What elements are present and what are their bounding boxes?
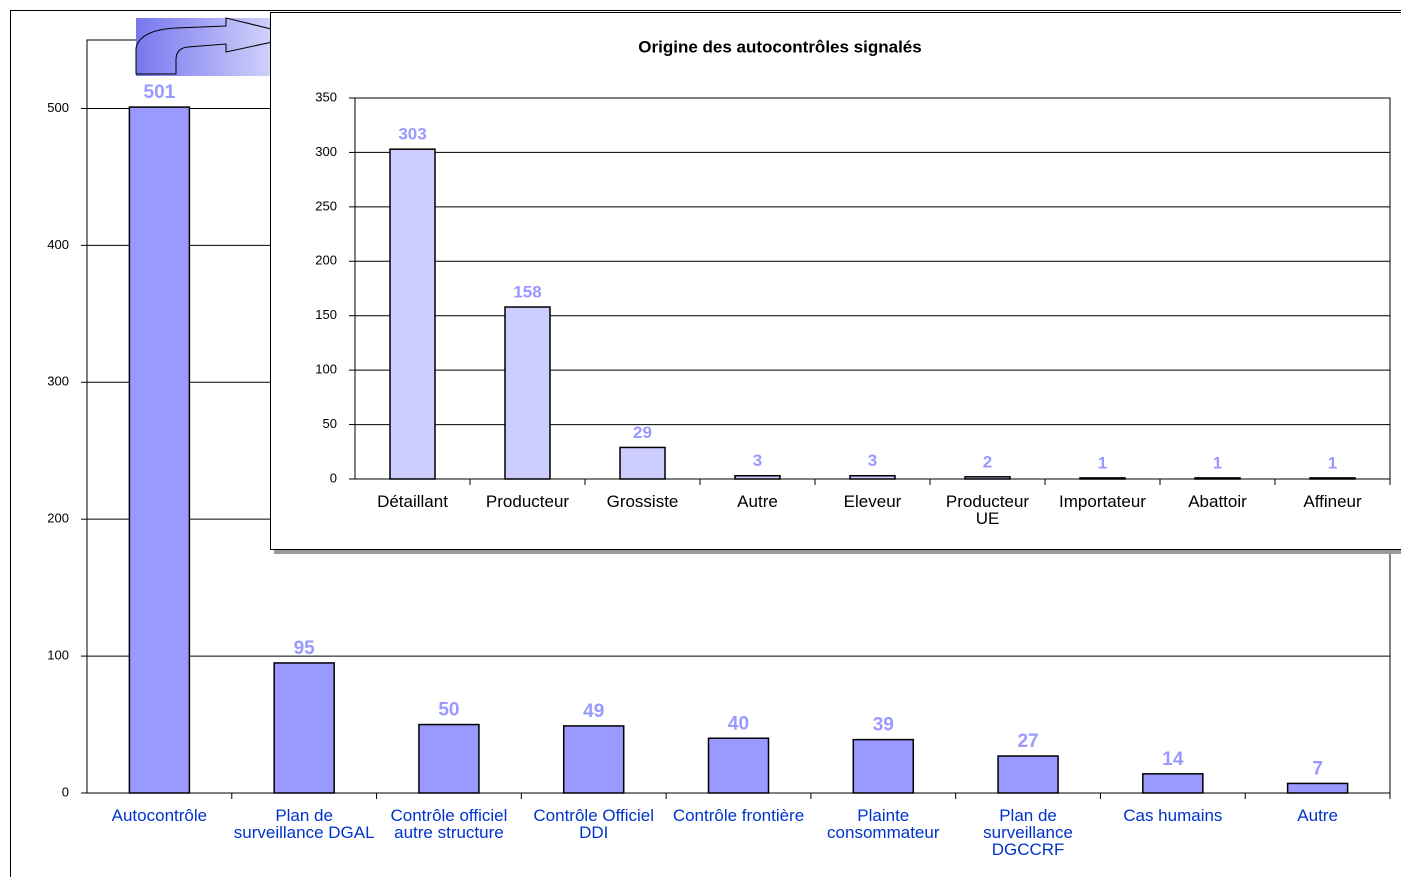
data-label: 40 (728, 713, 749, 734)
x-tick-label: Détaillant (377, 492, 448, 511)
x-tick-label: Contrôle frontière (672, 806, 805, 825)
bar (1142, 773, 1204, 794)
x-tick-label: Abattoir (1188, 492, 1247, 511)
bar (1309, 477, 1356, 480)
y-tick-label: 250 (315, 198, 337, 213)
data-label: 1 (1098, 453, 1107, 472)
y-tick-label: 50 (323, 416, 337, 431)
y-tick-label: 0 (330, 470, 337, 485)
data-label: 14 (1162, 749, 1184, 770)
y-tick-label: 150 (315, 307, 337, 322)
y-tick-label: 300 (47, 374, 69, 389)
data-label: 158 (513, 282, 541, 301)
x-tick-label: Plan de surveillance DGCCRF (983, 806, 1073, 859)
x-tick-label: Producteur (485, 492, 570, 511)
data-label: 3 (753, 451, 762, 470)
data-label: 29 (633, 423, 652, 442)
y-tick-label: 0 (62, 784, 69, 799)
y-tick-label: 200 (47, 511, 69, 526)
bar (504, 306, 551, 480)
bar (389, 148, 436, 480)
y-tick-label: 400 (47, 237, 69, 252)
bar (849, 474, 896, 480)
bar (562, 725, 625, 794)
bar (128, 106, 191, 794)
data-label: 303 (398, 125, 426, 144)
data-label: 1 (1328, 453, 1337, 472)
bar (964, 476, 1011, 480)
y-tick-label: 100 (315, 362, 337, 377)
data-label: 1 (1213, 453, 1222, 472)
data-label: 49 (583, 701, 604, 722)
x-tick-label: Contrôle officiel autre structure (390, 806, 508, 842)
y-tick-label: 200 (315, 253, 337, 268)
x-tick-label: Autocontrôle (111, 806, 208, 825)
bar (997, 755, 1059, 794)
bar (273, 662, 335, 794)
data-label: 7 (1312, 758, 1323, 779)
x-tick-label: Autre (1297, 806, 1338, 825)
x-tick-label: Cas humains (1123, 806, 1223, 825)
data-label: 2 (983, 452, 992, 471)
bar (1194, 477, 1241, 480)
inset-chart: 0 50 100 150 200 250 300 350 303 158 29 3 3 2 1 1 1 (315, 89, 1391, 485)
bar (1286, 782, 1349, 794)
y-tick-label: 100 (47, 648, 69, 663)
x-tick-label: Plan de surveillance DGAL (233, 806, 375, 842)
data-label: 27 (1017, 731, 1038, 752)
bar (707, 737, 770, 794)
x-tick-label: Grossiste (606, 492, 679, 511)
bar (1079, 477, 1126, 480)
inset-frame (270, 12, 1401, 550)
arrow (135, 17, 301, 75)
x-tick-label: Affineur (1303, 492, 1362, 511)
data-label: 50 (438, 700, 459, 721)
y-tick-label: 350 (315, 89, 337, 104)
inset-title: Origine des autocontrôles signalés (638, 37, 921, 56)
x-tick-label: Contrôle Officiel DDI (533, 806, 655, 842)
bar (418, 723, 480, 794)
data-label: 501 (144, 82, 176, 103)
bar (852, 738, 915, 794)
bar (734, 474, 781, 480)
y-tick-label: 300 (315, 144, 337, 159)
data-label: 95 (294, 638, 316, 659)
x-tick-label: Eleveur (843, 492, 902, 511)
x-tick-label: Plainte consommateur (827, 806, 940, 842)
x-tick-label: Autre (737, 492, 778, 511)
data-label: 3 (868, 451, 877, 470)
data-label: 39 (873, 715, 894, 736)
y-tick-label: 500 (47, 100, 69, 115)
x-tick-label: Producteur UE (945, 492, 1030, 528)
bar (619, 446, 666, 480)
x-tick-label: Importateur (1059, 492, 1146, 511)
